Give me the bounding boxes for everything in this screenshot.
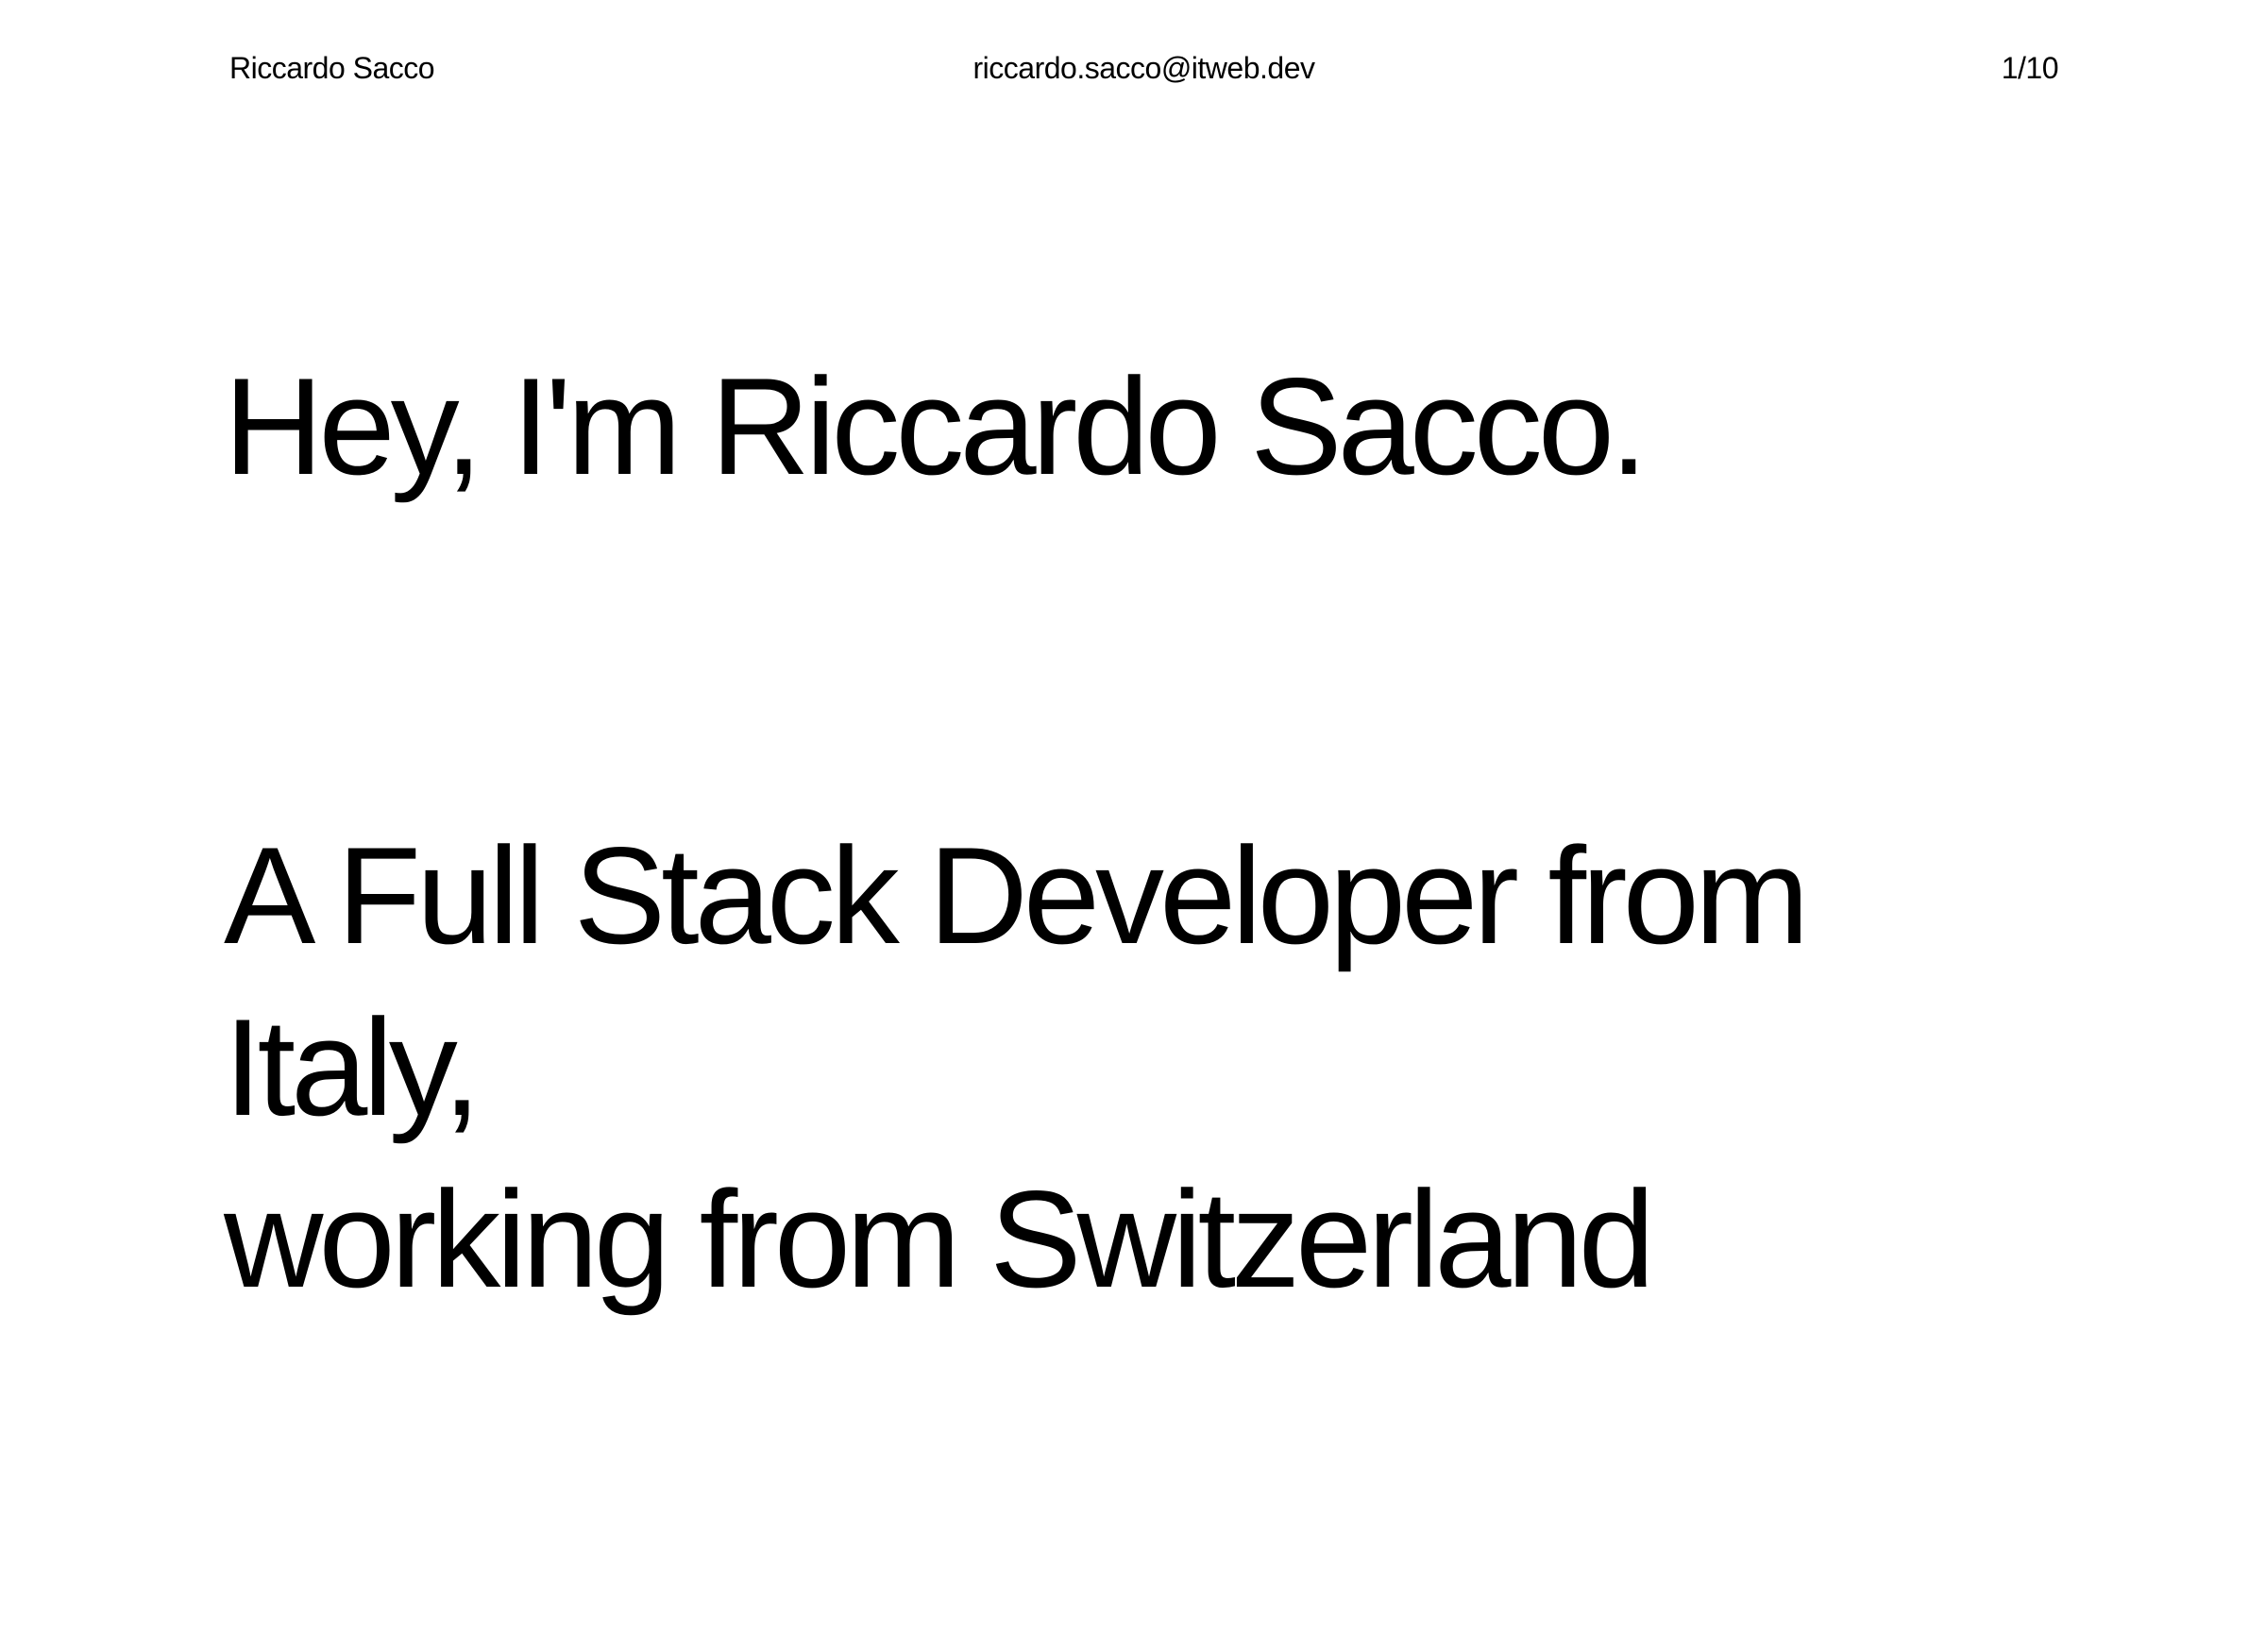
page-header: Riccardo Sacco riccardo.sacco@itweb.dev … — [229, 49, 2059, 87]
hero-intro: A Full Stack Developer from Italy, worki… — [224, 810, 1809, 1325]
hero-intro-line: Italy, — [224, 990, 482, 1144]
header-name: Riccardo Sacco — [229, 51, 435, 85]
page-indicator: 1/10 — [2001, 51, 2059, 85]
hero-intro-line: working from Switzerland — [224, 1162, 1655, 1316]
hero-intro-line: A Full Stack Developer from — [224, 818, 1809, 972]
header-email-link[interactable]: riccardo.sacco@itweb.dev — [972, 51, 1315, 85]
hero-greeting: Hey, I'm Riccardo Sacco. — [224, 349, 1649, 503]
